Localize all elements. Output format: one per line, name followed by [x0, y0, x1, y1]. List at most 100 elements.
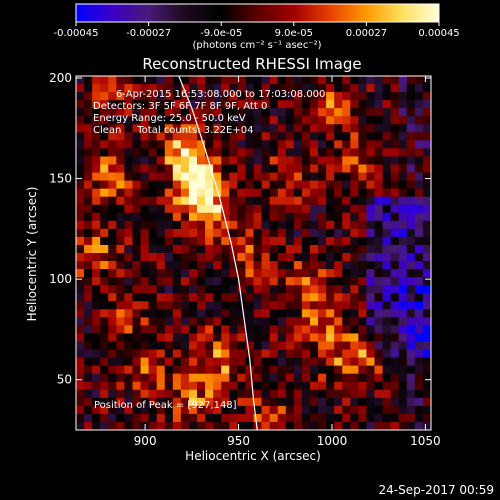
heatmap-cell [422, 413, 431, 423]
heatmap-cell [293, 309, 303, 318]
heatmap-cell [309, 108, 319, 117]
heatmap-cell [366, 196, 376, 206]
heatmap-cell [261, 100, 271, 109]
heatmap-cell [293, 220, 303, 230]
heatmap-cell [116, 204, 126, 214]
heatmap-cell [366, 124, 376, 133]
heatmap-cell [237, 172, 247, 182]
heatmap-cell [318, 349, 327, 359]
heatmap-cell [374, 373, 384, 383]
heatmap-cell [277, 389, 287, 399]
heatmap-cell [84, 196, 93, 206]
heatmap-cell [148, 108, 158, 117]
heatmap-cell [358, 317, 368, 327]
heatmap-cell [326, 92, 335, 101]
heatmap-cell [326, 373, 335, 383]
heatmap-cell [398, 180, 408, 190]
heatmap-cell [76, 373, 85, 383]
heatmap-cell [108, 220, 117, 230]
heatmap-cell [374, 212, 384, 222]
heatmap-cell [188, 172, 198, 182]
heatmap-cell [100, 333, 109, 343]
heatmap-cell [414, 309, 424, 318]
heatmap-cell [350, 365, 359, 375]
heatmap-cell [245, 285, 255, 294]
heatmap-cell [261, 357, 271, 367]
heatmap-cell [156, 84, 166, 93]
heatmap-cell [301, 124, 311, 133]
heatmap-cell [180, 317, 190, 327]
heatmap-cell [318, 325, 327, 335]
heatmap-cell [277, 164, 287, 174]
heatmap-cell [180, 164, 190, 174]
heatmap-cell [197, 325, 206, 335]
heatmap-cell [132, 325, 142, 335]
heatmap-cell [221, 325, 230, 335]
heatmap-cell [92, 188, 101, 198]
heatmap-cell [245, 164, 255, 174]
heatmap-cell [116, 325, 126, 335]
heatmap-cell [406, 132, 416, 141]
heatmap-cell [148, 228, 158, 238]
heatmap-cell [188, 381, 198, 391]
heatmap-cell [164, 277, 174, 286]
heatmap-cell [414, 244, 424, 254]
heatmap-cell [382, 357, 392, 367]
heatmap-cell [213, 76, 222, 85]
heatmap-cell [334, 84, 343, 93]
heatmap-cell [301, 277, 311, 286]
heatmap-cell [358, 196, 368, 206]
heatmap-cell [172, 100, 182, 109]
heatmap-cell [374, 405, 384, 415]
heatmap-cell [132, 405, 142, 415]
heatmap-cell [374, 84, 384, 93]
heatmap-cell [245, 421, 255, 430]
heatmap-cell [293, 236, 303, 246]
heatmap-cell [84, 285, 93, 294]
heatmap-cell [245, 333, 255, 343]
heatmap-cell [245, 405, 255, 415]
heatmap-cell [366, 84, 376, 93]
heatmap-cell [366, 325, 376, 335]
heatmap-cell [277, 253, 287, 262]
heatmap-cell [172, 116, 182, 125]
heatmap-cell [414, 261, 424, 270]
heatmap-cell [197, 100, 206, 109]
heatmap-cell [422, 84, 431, 93]
heatmap-cell [245, 212, 255, 222]
heatmap-cell [213, 357, 222, 367]
heatmap-cell [148, 164, 158, 174]
heatmap-cell [197, 277, 206, 286]
heatmap-cell [92, 285, 101, 294]
heatmap-cell [124, 285, 134, 294]
heatmap-cell [140, 228, 150, 238]
heatmap-cell [374, 421, 384, 430]
colorbar-tick-label: 0.00045 [418, 28, 459, 39]
heatmap-cell [414, 156, 424, 166]
heatmap-cell [245, 277, 255, 286]
heatmap-cell [269, 132, 279, 141]
heatmap-cell [140, 381, 150, 391]
heatmap-cell [213, 413, 222, 423]
heatmap-cell [180, 172, 190, 182]
heatmap-cell [253, 188, 263, 198]
heatmap-cell [84, 317, 93, 327]
heatmap-cell [301, 373, 311, 383]
heatmap-cell [92, 277, 101, 286]
heatmap-cell [358, 116, 368, 125]
colorbar-ticks: -0.00045 -0.00027 -9.0e-05 9.0e-05 0.00027 0.… [54, 22, 460, 39]
heatmap-cell [350, 228, 359, 238]
heatmap-cell [92, 108, 101, 117]
heatmap-cell [140, 365, 150, 375]
heatmap-cell [366, 277, 376, 286]
heatmap-cell [390, 421, 400, 430]
heatmap-cell [318, 269, 327, 278]
heatmap-cell [245, 309, 255, 318]
heatmap-cell [374, 325, 384, 335]
heatmap-cell [253, 140, 263, 150]
heatmap-cell [164, 228, 174, 238]
heatmap-cell [382, 124, 392, 133]
heatmap-cell [148, 132, 158, 141]
plot-frame [75, 75, 432, 431]
heatmap-cell [140, 341, 150, 351]
